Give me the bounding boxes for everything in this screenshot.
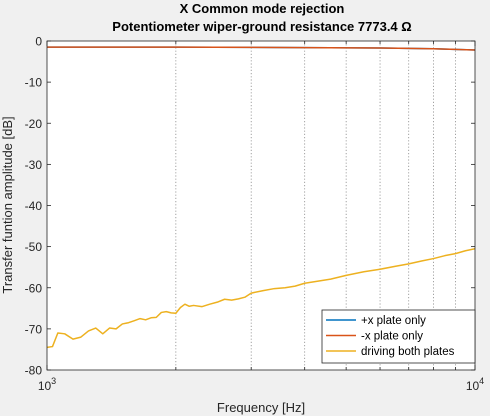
y-tick-label: -70 <box>25 322 43 336</box>
x-tick-label: 104 <box>466 376 484 393</box>
series-line-3 <box>47 247 475 349</box>
x-axis-label: Frequency [Hz] <box>217 400 305 415</box>
y-tick-label: -30 <box>25 158 43 172</box>
series-lines <box>47 46 475 349</box>
y-tick-label: -10 <box>25 76 43 90</box>
y-axis-ticks: 0 -10 -20 -30 -40 -50 -60 -70 -80 <box>25 35 475 378</box>
chart-subtitle: Potentiometer wiper-ground resistance 77… <box>112 19 411 34</box>
legend-label: +x plate only <box>361 315 426 327</box>
x-tick-label: 103 <box>38 376 56 393</box>
series-line-2 <box>47 46 475 51</box>
legend-box <box>321 309 476 364</box>
legend[interactable]: +x plate only -x plate only driving both p… <box>321 309 476 364</box>
y-tick-label: 0 <box>35 35 42 49</box>
y-tick-label: -20 <box>25 117 43 131</box>
plot-frame <box>46 40 476 371</box>
legend-label: driving both plates <box>361 346 455 358</box>
y-tick-label: -40 <box>25 199 43 213</box>
y-tick-label: -60 <box>25 281 43 295</box>
y-tick-label: -80 <box>25 364 43 378</box>
y-tick-label: -50 <box>25 240 43 254</box>
y-axis-label: Transfer funtion amplitude [dB] <box>0 116 15 293</box>
chart-title: X Common mode rejection <box>180 1 345 16</box>
grid-lines <box>175 41 456 370</box>
legend-label: -x plate only <box>361 331 423 343</box>
